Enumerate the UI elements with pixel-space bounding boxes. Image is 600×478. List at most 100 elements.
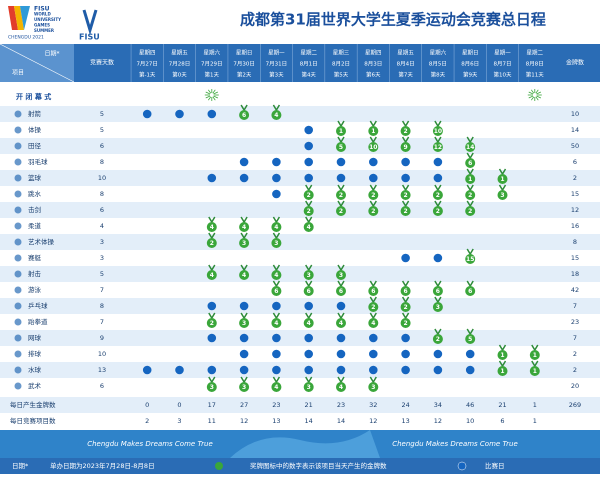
date-header: 第9天 <box>463 71 478 79</box>
sport-gold: 12 <box>571 206 579 214</box>
totals-value: 1 <box>533 417 537 425</box>
totals-value: 11 <box>208 417 216 425</box>
event-dot <box>369 157 378 167</box>
date-header: 8月5日 <box>429 61 447 68</box>
medal-count: 4 <box>307 224 311 231</box>
medal <box>465 190 476 200</box>
event-dot <box>207 109 217 119</box>
medal-count: 2 <box>436 336 440 343</box>
totals-value: 12 <box>240 417 248 425</box>
medal <box>206 382 217 392</box>
row-bg <box>0 282 600 298</box>
event-dot <box>239 349 249 359</box>
medal-count: 2 <box>371 192 375 199</box>
legend-dot <box>457 461 467 471</box>
totals-value: 10 <box>466 417 474 425</box>
legend-medal <box>215 462 223 470</box>
sport-name: 跳水 <box>28 189 42 198</box>
medal <box>432 190 443 200</box>
gold-header: 金牌数 <box>566 59 584 67</box>
event-dot <box>369 365 378 375</box>
medal <box>303 318 314 328</box>
date-header: 8月1日 <box>300 61 318 68</box>
sport-days: 10 <box>98 350 106 358</box>
date-header: 8月2日 <box>332 61 350 68</box>
row-bg <box>0 186 600 202</box>
row-bg <box>0 138 600 154</box>
sport-gold: 2 <box>573 366 577 374</box>
date-header: 星期五 <box>171 50 188 57</box>
medal-count: 2 <box>210 240 214 247</box>
medal-count: 2 <box>404 304 408 311</box>
event-dot <box>142 365 152 375</box>
event-dot <box>465 365 475 375</box>
footer-date-label: 日期* <box>12 462 29 470</box>
event-dot <box>336 333 346 343</box>
event-dot <box>207 301 217 311</box>
medal <box>206 270 217 280</box>
banner-text: Chengdu Makes Dreams Come True <box>392 440 518 448</box>
medal-count: 4 <box>307 320 311 327</box>
medal <box>303 270 314 280</box>
event-dot <box>272 349 281 359</box>
event-dot <box>304 125 314 135</box>
totals-value: 34 <box>434 401 442 409</box>
medal-count: 10 <box>434 128 442 135</box>
sport-icon <box>14 206 22 214</box>
medal <box>497 350 508 360</box>
medal-count: 2 <box>436 192 440 199</box>
medal-count: 2 <box>371 208 375 215</box>
event-dot <box>272 333 281 343</box>
sport-gold: 42 <box>571 286 579 294</box>
medal <box>465 334 476 344</box>
medal <box>271 286 282 296</box>
medal <box>432 302 443 312</box>
sport-days: 6 <box>100 142 104 150</box>
header-row <box>0 44 600 82</box>
medal <box>336 126 346 136</box>
medal <box>206 318 217 328</box>
corner-diagonal <box>0 43 75 83</box>
totals-value: 23 <box>337 401 345 409</box>
medal <box>239 110 250 120</box>
date-header: 第3天 <box>269 71 284 79</box>
sport-icon <box>14 126 22 134</box>
medal <box>206 222 217 232</box>
banner-text: Chengdu Makes Dreams Come True <box>87 440 213 448</box>
totals-value: 14 <box>337 417 345 425</box>
medal-count: 3 <box>210 384 214 391</box>
date-header: 星期日 <box>236 50 253 57</box>
event-dot <box>465 349 475 359</box>
date-header: 第10天 <box>494 71 512 79</box>
row-bg <box>0 170 600 186</box>
date-header: 星期日 <box>462 50 479 57</box>
date-header: 第4天 <box>301 71 316 79</box>
date-header: 7月29日 <box>201 61 223 68</box>
date-header: 星期四 <box>365 50 382 57</box>
medal-count: 4 <box>242 272 246 279</box>
medal <box>239 382 250 392</box>
date-header: 第0天 <box>172 71 187 79</box>
medal <box>336 382 346 392</box>
medal <box>368 286 379 296</box>
event-dot <box>175 109 184 119</box>
row-bg <box>0 122 600 138</box>
sport-icon <box>14 366 22 374</box>
logo-line: UNIVERSITY <box>34 17 61 22</box>
sport-days: 3 <box>100 254 104 262</box>
date-header: 7月27日 <box>136 61 158 68</box>
event-dot <box>401 173 410 183</box>
medal <box>368 302 379 312</box>
event-dot <box>304 301 314 311</box>
corner-item: 项目 <box>12 70 24 77</box>
medal <box>432 126 443 136</box>
medal-count: 2 <box>468 192 472 199</box>
medal <box>497 366 508 376</box>
totals-value: 14 <box>305 417 313 425</box>
medal <box>368 382 379 392</box>
medal-count: 3 <box>307 384 311 391</box>
sport-gold: 7 <box>573 334 577 342</box>
event-dot <box>401 333 410 343</box>
medal-count: 4 <box>210 224 214 231</box>
date-header: 星期二 <box>527 50 544 57</box>
